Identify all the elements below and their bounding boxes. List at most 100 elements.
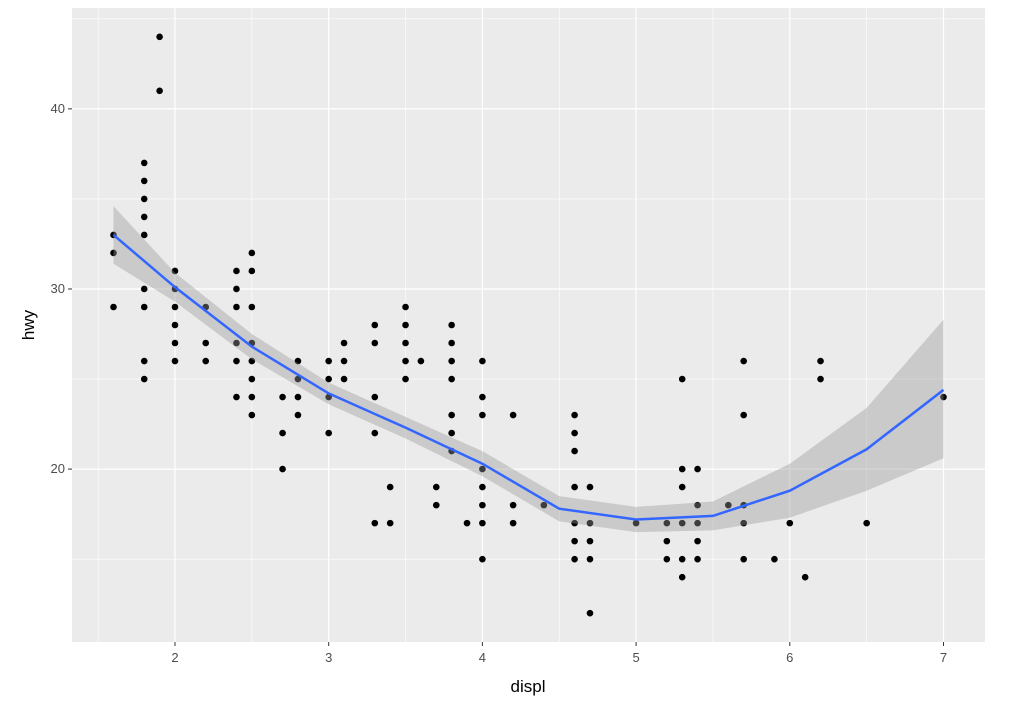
point <box>432 501 440 509</box>
point <box>479 357 486 365</box>
point <box>140 303 148 311</box>
point <box>233 339 240 347</box>
point <box>479 555 486 563</box>
point <box>140 213 148 221</box>
point <box>678 465 686 473</box>
point <box>279 429 286 437</box>
point <box>371 429 379 437</box>
point <box>771 555 778 563</box>
point <box>279 465 286 473</box>
point <box>110 303 117 311</box>
point <box>801 573 809 581</box>
point <box>694 465 701 473</box>
point <box>140 357 148 365</box>
point <box>448 339 455 347</box>
point <box>233 285 240 293</box>
point <box>694 537 701 545</box>
point <box>740 519 747 527</box>
point <box>248 267 256 275</box>
point <box>110 249 117 257</box>
point <box>417 357 425 365</box>
point <box>479 483 486 491</box>
point <box>248 411 256 419</box>
point <box>817 375 824 383</box>
point <box>202 339 210 347</box>
point <box>678 519 686 527</box>
point <box>678 573 686 581</box>
point <box>571 483 578 491</box>
point <box>340 339 348 347</box>
point <box>448 321 455 329</box>
point <box>202 357 210 365</box>
point <box>448 357 455 365</box>
point <box>340 375 348 383</box>
point <box>140 375 148 383</box>
point <box>571 429 578 437</box>
point <box>294 393 302 401</box>
point <box>294 375 302 383</box>
point <box>463 519 471 527</box>
point <box>156 33 163 41</box>
point <box>233 393 240 401</box>
point <box>740 411 747 419</box>
point <box>402 357 409 365</box>
point <box>325 357 332 365</box>
point <box>371 519 379 527</box>
point <box>740 357 747 365</box>
point <box>678 375 686 383</box>
point <box>571 537 578 545</box>
point <box>586 537 594 545</box>
point <box>571 447 578 455</box>
point <box>248 375 256 383</box>
point <box>248 393 256 401</box>
confidence-band <box>113 206 944 533</box>
point <box>140 285 148 293</box>
point <box>294 411 302 419</box>
point <box>386 483 394 491</box>
x-tick-label: 5 <box>632 650 639 665</box>
point <box>540 501 548 509</box>
x-tick-label: 2 <box>171 650 178 665</box>
point <box>571 555 578 563</box>
point <box>586 519 594 527</box>
point <box>248 357 256 365</box>
x-tick-label: 6 <box>786 650 793 665</box>
point <box>678 483 686 491</box>
point <box>386 519 394 527</box>
point <box>248 303 256 311</box>
point <box>140 231 148 239</box>
point <box>140 195 148 203</box>
y-tick-label: 30 <box>51 281 65 296</box>
point <box>171 303 179 311</box>
point <box>402 339 409 347</box>
point <box>432 483 440 491</box>
point <box>171 267 179 275</box>
point <box>402 303 409 311</box>
point <box>509 501 517 509</box>
point <box>663 555 671 563</box>
point <box>509 411 517 419</box>
point <box>479 501 486 509</box>
point <box>171 339 179 347</box>
point <box>325 375 332 383</box>
point <box>171 357 179 365</box>
point <box>586 483 594 491</box>
point <box>371 393 379 401</box>
point <box>509 519 517 527</box>
point <box>786 519 794 527</box>
point <box>479 465 486 473</box>
point <box>233 357 240 365</box>
point <box>740 555 747 563</box>
point <box>817 357 824 365</box>
point <box>448 411 455 419</box>
point <box>940 393 947 401</box>
point <box>248 249 256 257</box>
point <box>479 519 486 527</box>
point <box>156 87 163 95</box>
point <box>632 519 640 527</box>
smooth-line <box>112 233 945 521</box>
point <box>448 375 455 383</box>
point <box>694 519 701 527</box>
y-tick-label: 20 <box>51 461 65 476</box>
